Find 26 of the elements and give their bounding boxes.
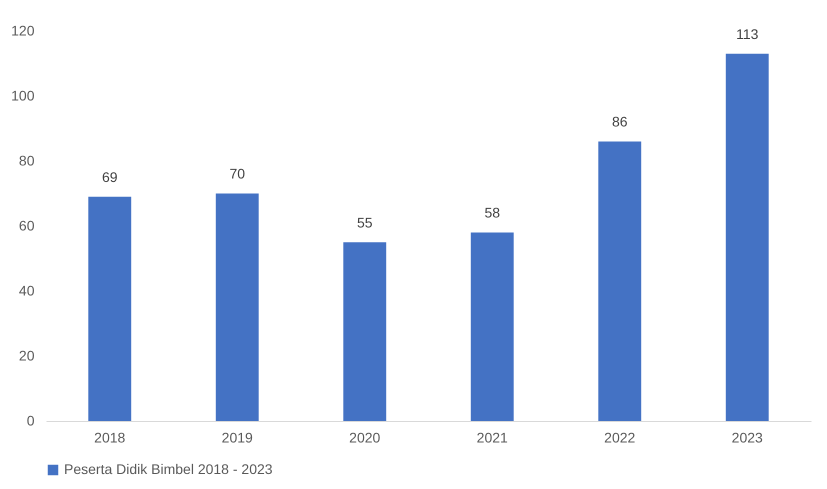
data-label: 113 xyxy=(736,26,759,42)
data-label: 55 xyxy=(356,214,373,230)
data-label: 58 xyxy=(484,204,500,220)
x-tick-label: 2022 xyxy=(604,430,636,446)
bar xyxy=(216,194,259,421)
legend-label: Peserta Didik Bimbel 2018 - 2023 xyxy=(64,461,273,477)
bar xyxy=(88,196,132,421)
x-tick-label: 2018 xyxy=(94,430,126,446)
y-tick-label: 120 xyxy=(11,22,35,38)
data-label: 69 xyxy=(102,168,118,185)
x-tick-label: 2019 xyxy=(222,430,254,446)
y-tick-label: 80 xyxy=(18,152,35,168)
data-label: 70 xyxy=(229,166,246,182)
x-tick-label: 2020 xyxy=(349,430,381,446)
x-tick-label: 2023 xyxy=(732,430,764,446)
y-tick-label: 100 xyxy=(11,88,35,104)
y-tick-label: 0 xyxy=(26,412,35,428)
bar xyxy=(470,232,514,421)
y-tick-label: 20 xyxy=(18,348,35,364)
bar xyxy=(598,142,642,421)
y-tick-label: 60 xyxy=(18,218,35,234)
y-tick-label: 40 xyxy=(18,282,35,298)
data-label: 86 xyxy=(612,114,628,130)
bar xyxy=(726,54,769,421)
bar xyxy=(343,242,386,421)
x-tick-label: 2021 xyxy=(476,430,508,446)
